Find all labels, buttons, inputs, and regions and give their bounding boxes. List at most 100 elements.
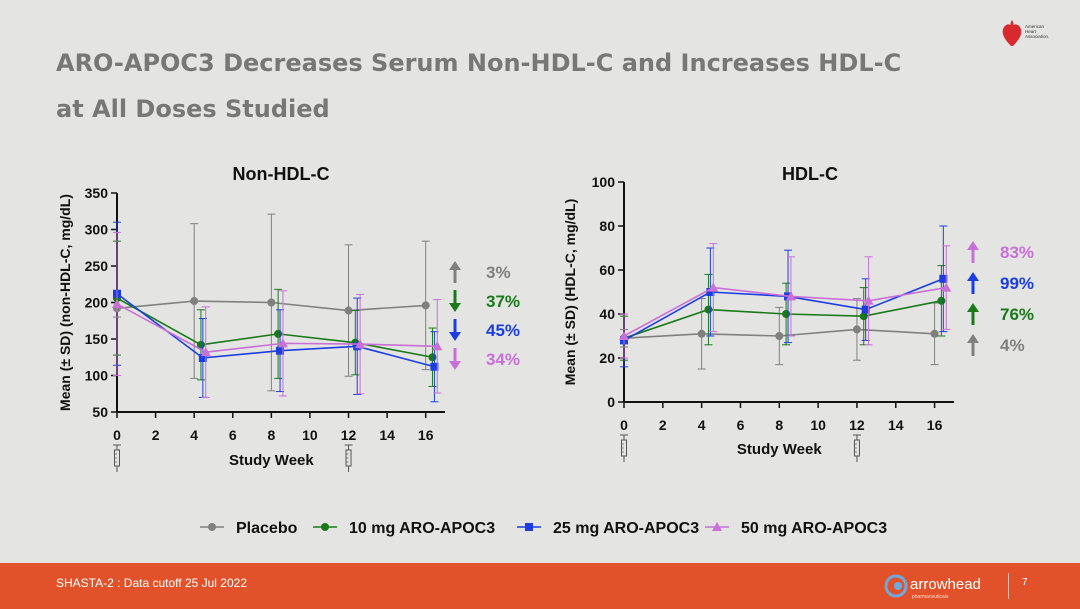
arrow-shaft [453, 319, 457, 333]
data-point [937, 296, 946, 305]
series-placebo [620, 298, 939, 370]
series-mg25 [113, 221, 439, 403]
arrow-shaft [971, 311, 975, 325]
dosing-syringe-icon [852, 434, 861, 462]
arrow-shaft [971, 280, 975, 294]
x-tick-label: 12 [849, 417, 865, 433]
data-point [782, 310, 791, 318]
legend-label: Placebo [236, 520, 298, 537]
change-placebo: 4% [967, 334, 1025, 356]
data-point [267, 298, 276, 307]
x-tick-label: 6 [737, 417, 745, 433]
y-tick-label: 100 [85, 368, 109, 384]
y-tick-label: 350 [85, 185, 109, 201]
legend-item-mg10: 10 mg ARO-APOC3 [313, 520, 495, 537]
dosing-syringe-icon [113, 444, 121, 472]
change-percent: 76% [1000, 305, 1034, 324]
arrow-up-icon [967, 303, 979, 312]
arrow-shaft [453, 290, 457, 304]
slide-title-line-2: at All Doses Studied [56, 95, 330, 123]
slide-title: ARO-APOC3 Decreases Serum Non-HDL-C and … [56, 40, 956, 132]
data-point [190, 297, 199, 306]
data-point [706, 288, 715, 296]
y-tick-label: 150 [85, 331, 109, 347]
x-tick-label: 10 [302, 427, 318, 443]
y-tick-label: 80 [599, 218, 615, 234]
change-mg50: 34% [449, 348, 520, 370]
data-point [619, 331, 629, 340]
x-tick-label: 16 [418, 427, 434, 443]
legend-item-mg25: 25 mg ARO-APOC3 [517, 520, 699, 537]
chart-title: HDL-C [782, 164, 838, 184]
charts-canvas: Non-HDL-C Study Week Mean (± SD) (non-HDL-… [57, 164, 1034, 537]
legend-marker [712, 522, 722, 531]
change-percent: 3% [486, 263, 511, 282]
dosing-syringe-icon [620, 434, 628, 462]
arrow-down-icon [449, 361, 461, 370]
change-percent: 4% [1000, 336, 1025, 355]
change-percent: 99% [1000, 274, 1034, 293]
x-tick-label: 0 [620, 417, 628, 433]
chart-title: Non-HDL-C [233, 164, 330, 184]
x-tick-label: 8 [775, 417, 783, 433]
brand-sub: pharmaceuticals [912, 594, 949, 600]
x-tick-label: 4 [190, 427, 198, 443]
data-point [198, 353, 207, 362]
heart-torch-icon [1002, 24, 1022, 46]
y-tick-label: 50 [92, 404, 108, 420]
data-point [941, 282, 952, 292]
y-axis-label: Mean (± SD) (HDL-C, mg/dL) [562, 199, 578, 386]
data-point [112, 298, 122, 308]
x-tick-label: 0 [113, 427, 121, 443]
data-point [861, 305, 870, 314]
series-line [116, 303, 438, 353]
y-axis-label: Mean (± SD) (non-HDL-C, mg/dL) [57, 194, 73, 411]
y-tick-label: 60 [599, 262, 615, 278]
x-tick-label: 2 [659, 417, 667, 433]
data-point [276, 346, 285, 355]
y-tick-label: 20 [599, 350, 615, 366]
x-tick-label: 12 [341, 427, 357, 443]
arrowhead-logo: arrowhead pharmaceuticals [884, 574, 981, 600]
arrow-shaft [453, 269, 457, 283]
data-point [852, 325, 861, 334]
change-percent: 34% [486, 350, 520, 369]
arrowhead-logo-icon [884, 574, 908, 598]
data-point [775, 332, 784, 340]
logo-text-line-3: Association. [1025, 34, 1049, 39]
change-mg10: 37% [449, 290, 520, 312]
data-point [355, 339, 366, 349]
data-point [274, 329, 283, 338]
data-point [930, 329, 939, 338]
legend-marker [525, 523, 533, 531]
legend-marker [208, 523, 216, 531]
x-tick-label: 14 [379, 427, 395, 443]
page-number: 7 [1022, 577, 1028, 588]
data-point [421, 301, 430, 310]
footer-note: SHASTA-2 : Data cutoff 25 Jul 2022 [56, 576, 247, 590]
y-tick-label: 0 [607, 394, 615, 410]
footer-bar: SHASTA-2 : Data cutoff 25 Jul 2022 arrow… [0, 563, 1080, 609]
series-placebo [113, 213, 430, 392]
change-placebo: 3% [449, 261, 511, 283]
arrow-shaft [971, 342, 975, 356]
logo-text-line-1: American [1025, 24, 1045, 29]
data-point [430, 362, 439, 371]
american-heart-association-logo: American Heart Association. [1002, 20, 1049, 46]
series-line [623, 300, 942, 339]
arrow-up-icon [967, 272, 979, 281]
x-axis-label: Study Week [229, 452, 314, 469]
legend-label: 25 mg ARO-APOC3 [553, 520, 699, 537]
y-tick-label: 300 [85, 222, 109, 238]
legend-label: 10 mg ARO-APOC3 [349, 520, 495, 537]
data-point [432, 341, 443, 351]
y-tick-label: 200 [85, 295, 109, 311]
data-point [697, 329, 706, 338]
legend-marker [321, 523, 329, 531]
data-point [863, 295, 874, 305]
series-mg10 [620, 265, 946, 361]
change-mg50: 83% [967, 241, 1034, 263]
x-tick-label: 8 [267, 427, 275, 443]
brand-name: arrowhead [910, 576, 981, 593]
change-percent: 37% [486, 292, 520, 311]
